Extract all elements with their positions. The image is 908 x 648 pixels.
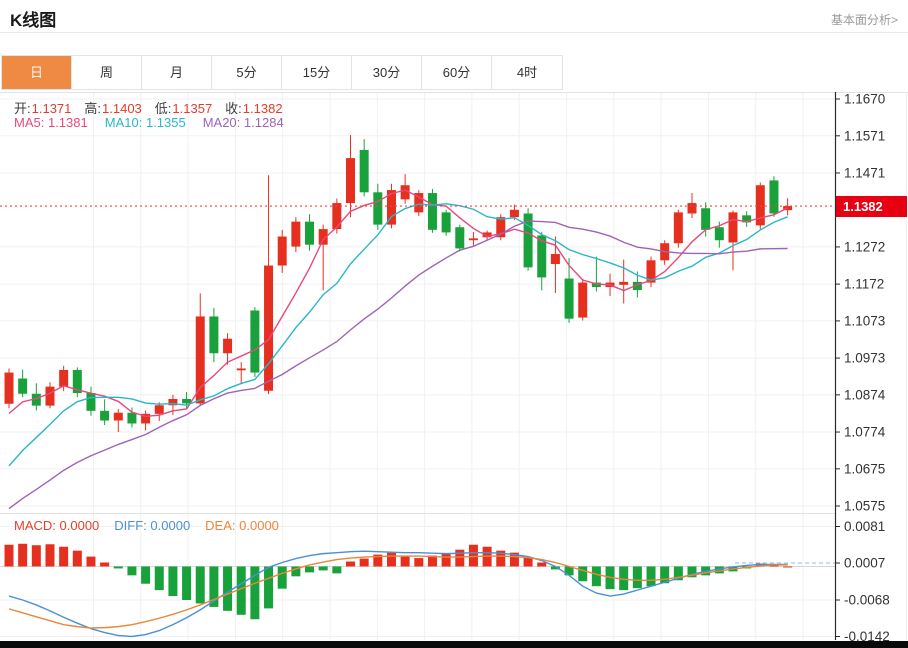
interval-tabbar: 日周月 5分 15分 30分 60分 4时 bbox=[1, 55, 563, 90]
svg-text:1.0575: 1.0575 bbox=[844, 499, 885, 514]
ma5-item: MA5: 1.1381 bbox=[14, 115, 88, 130]
dea-label: DEA: bbox=[205, 518, 236, 533]
svg-text:0.0081: 0.0081 bbox=[844, 519, 885, 534]
tab-周[interactable]: 周 bbox=[72, 56, 142, 89]
diff-label: DIFF: bbox=[114, 518, 147, 533]
page-title: K线图 bbox=[10, 11, 57, 30]
close-label: 收: bbox=[225, 101, 242, 116]
low-label: 低: bbox=[154, 101, 172, 116]
svg-text:1.1571: 1.1571 bbox=[844, 128, 885, 143]
svg-text:-0.0142: -0.0142 bbox=[844, 629, 890, 644]
header-divider bbox=[0, 32, 908, 33]
tab-日[interactable]: 日 bbox=[2, 56, 72, 89]
tab-30分[interactable]: 30分 bbox=[352, 56, 422, 89]
svg-text:0.0007: 0.0007 bbox=[844, 556, 885, 571]
tab-5分[interactable]: 5分 bbox=[212, 56, 282, 89]
close-item: 收:1.1382 bbox=[225, 98, 282, 117]
bottom-bar bbox=[0, 641, 908, 648]
high-label: 高: bbox=[84, 101, 102, 116]
diff-value: 0.0000 bbox=[150, 518, 191, 533]
open-label: 开: bbox=[14, 101, 31, 116]
ma5-label: MA5: bbox=[14, 115, 45, 130]
svg-text:1.0675: 1.0675 bbox=[844, 461, 885, 476]
open-value: 1.1371 bbox=[31, 101, 72, 116]
macd-value: 0.0000 bbox=[59, 518, 100, 533]
svg-text:1.0774: 1.0774 bbox=[844, 425, 886, 440]
close-value: 1.1382 bbox=[242, 101, 283, 116]
diff-item: DIFF: 0.0000 bbox=[114, 518, 190, 533]
ohlc-legend: 开:1.1371 高:1.1403 低:1.1357 收:1.1382 bbox=[14, 98, 283, 117]
ma20-item: MA20: 1.1284 bbox=[203, 115, 284, 130]
fundamental-analysis-link[interactable]: 基本面分析> bbox=[830, 13, 898, 27]
ma-legend: MA5: 1.1381 MA10: 1.1355 MA20: 1.1284 bbox=[14, 115, 284, 130]
svg-text:1.1272: 1.1272 bbox=[844, 239, 885, 254]
high-item: 高:1.1403 bbox=[84, 98, 141, 117]
svg-text:1.1670: 1.1670 bbox=[844, 92, 885, 107]
ma10-value: 1.1355 bbox=[145, 115, 186, 130]
macd-legend: MACD: 0.0000 DIFF: 0.0000 DEA: 0.0000 bbox=[14, 518, 279, 533]
macd-item: MACD: 0.0000 bbox=[14, 518, 99, 533]
ma20-label: MA20: bbox=[202, 115, 241, 130]
svg-text:1.0874: 1.0874 bbox=[844, 387, 886, 402]
svg-text:1.1073: 1.1073 bbox=[844, 313, 885, 328]
current-price-badge: 1.1382 bbox=[836, 195, 907, 217]
ma5-value: 1.1381 bbox=[47, 115, 88, 130]
svg-text:1.1471: 1.1471 bbox=[844, 165, 885, 180]
low-value: 1.1357 bbox=[172, 101, 213, 116]
dea-value: 0.0000 bbox=[239, 518, 279, 533]
tab-15分[interactable]: 15分 bbox=[282, 56, 352, 89]
open-item: 开:1.1371 bbox=[14, 98, 71, 117]
svg-text:1.0973: 1.0973 bbox=[844, 351, 885, 366]
ma10-label: MA10: bbox=[104, 115, 143, 130]
tab-4时[interactable]: 4时 bbox=[492, 56, 562, 89]
dea-item: DEA: 0.0000 bbox=[205, 518, 279, 533]
svg-text:-0.0068: -0.0068 bbox=[844, 593, 890, 608]
ma20-value: 1.1284 bbox=[243, 115, 284, 130]
tab-月[interactable]: 月 bbox=[142, 56, 212, 89]
svg-text:1.1172: 1.1172 bbox=[844, 277, 884, 292]
ma10-item: MA10: 1.1355 bbox=[105, 115, 186, 130]
macd-label: MACD: bbox=[14, 518, 56, 533]
tab-60分[interactable]: 60分 bbox=[422, 56, 492, 89]
high-value: 1.1403 bbox=[102, 101, 142, 116]
low-item: 低:1.1357 bbox=[155, 98, 212, 117]
